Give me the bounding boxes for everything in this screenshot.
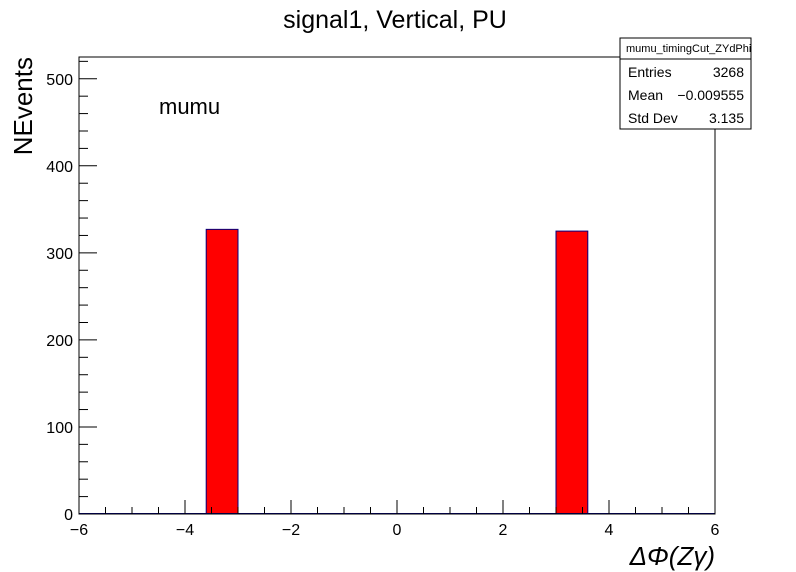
histogram-bin-1 [555, 230, 589, 515]
stats-entries-label: Entries [628, 64, 672, 80]
y-axis-label: NEvents [8, 57, 38, 155]
stats-stddev-value: 3.135 [709, 110, 744, 126]
x-tick-label: −2 [282, 522, 300, 539]
stats-entries-value: 3268 [713, 64, 744, 80]
y-tick-label: 200 [46, 333, 73, 350]
y-tick-label: 100 [46, 420, 73, 437]
ticks-layer: −6 −4 −2 0 2 4 6 0 100 200 300 400 500 [46, 60, 720, 539]
y-tick-label: 500 [46, 72, 73, 89]
y-tick-label: 0 [64, 507, 73, 524]
y-tick-label: 400 [46, 159, 73, 176]
x-tick-label: 6 [711, 522, 720, 539]
bins-layer [79, 228, 715, 515]
x-axis-label: ΔΦ(Zγ) [629, 541, 715, 571]
chart-title: signal1, Vertical, PU [283, 6, 507, 34]
x-tick-label: 0 [393, 522, 402, 539]
stats-mean-value: −0.009555 [677, 87, 744, 103]
channel-annotation: mumu [159, 94, 220, 119]
stats-mean-label: Mean [628, 87, 663, 103]
histogram-bin-0 [205, 228, 239, 515]
x-tick-label: 4 [605, 522, 614, 539]
stats-box: mumu_timingCut_ZYdPhi Entries 3268 Mean … [619, 37, 752, 130]
x-tick-label: 2 [499, 522, 508, 539]
stats-box-title: mumu_timingCut_ZYdPhi [626, 43, 751, 55]
stats-box-frame [619, 37, 752, 130]
x-tick-label: −6 [70, 522, 88, 539]
x-tick-label: −4 [176, 522, 194, 539]
y-tick-label: 300 [46, 246, 73, 263]
stats-stddev-label: Std Dev [628, 110, 678, 126]
